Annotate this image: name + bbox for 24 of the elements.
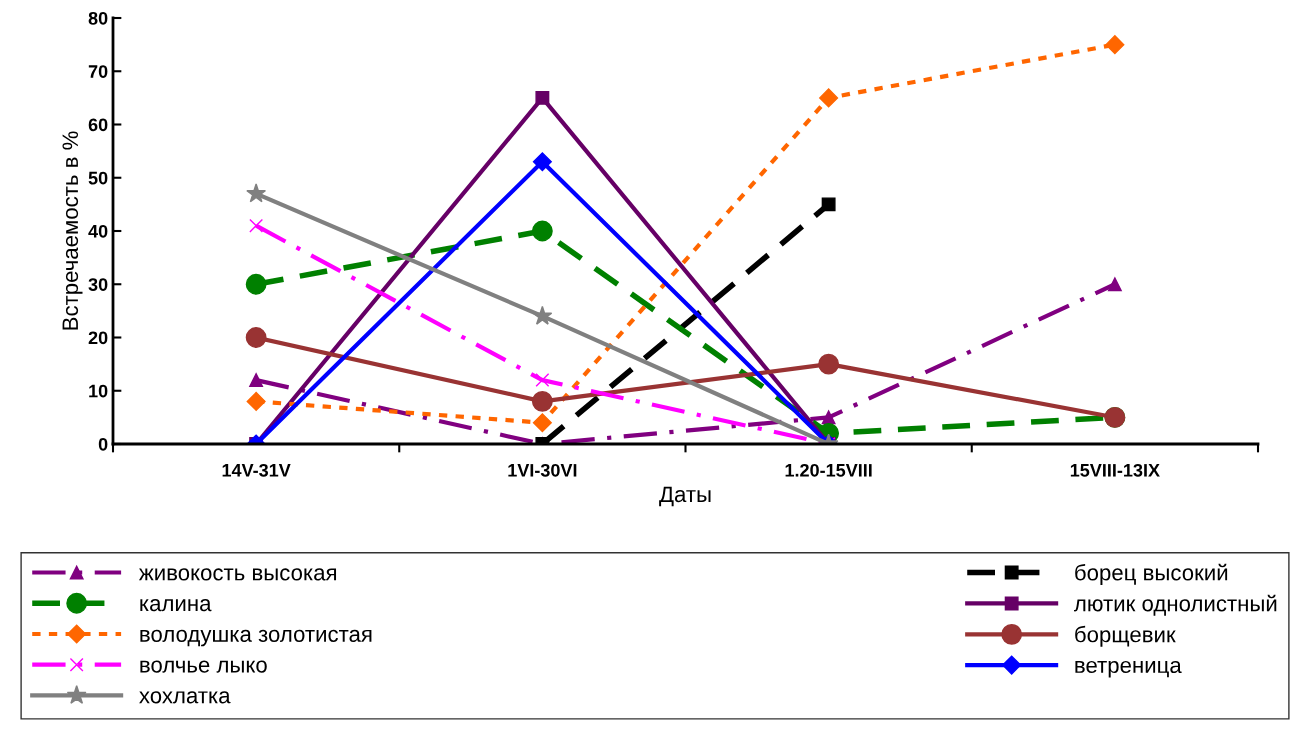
legend-label: лютик однолистный [1074,594,1277,616]
y-tick-label: 70 [88,65,108,78]
legend-label: ветреница [1075,660,1182,678]
legend-label: борщевик [1075,625,1176,647]
x-tick-label: 1VI-30VI [508,463,577,477]
y-tick-label: 30 [88,278,108,291]
y-tick-label: 10 [89,384,108,398]
y-tick-label: 50 [88,171,108,185]
y-tick-label: 80 [88,11,108,25]
x-tick-label: 1.20-15VIII [785,463,872,477]
x-axis-title: Даты [659,486,711,507]
legend-label: калина [140,599,212,612]
x-tick-label: 15VIII-13IX [1070,463,1160,477]
y-axis-title: Встречаемость в % [62,131,83,330]
legend-label: володушка золотистая [140,629,372,647]
y-tick-label: 20 [88,331,108,345]
y-tick-label: 40 [88,224,108,238]
y-tick-label: 0 [98,437,108,451]
x-tick-label: 14V-31V [222,463,291,477]
y-tick-label: 60 [88,118,108,132]
legend-label: борец высокий [1075,563,1228,585]
legend-label: хохлатка [139,691,231,704]
legend-label: волчье лыко [140,660,267,673]
legend-label: живокость высокая [138,568,337,581]
